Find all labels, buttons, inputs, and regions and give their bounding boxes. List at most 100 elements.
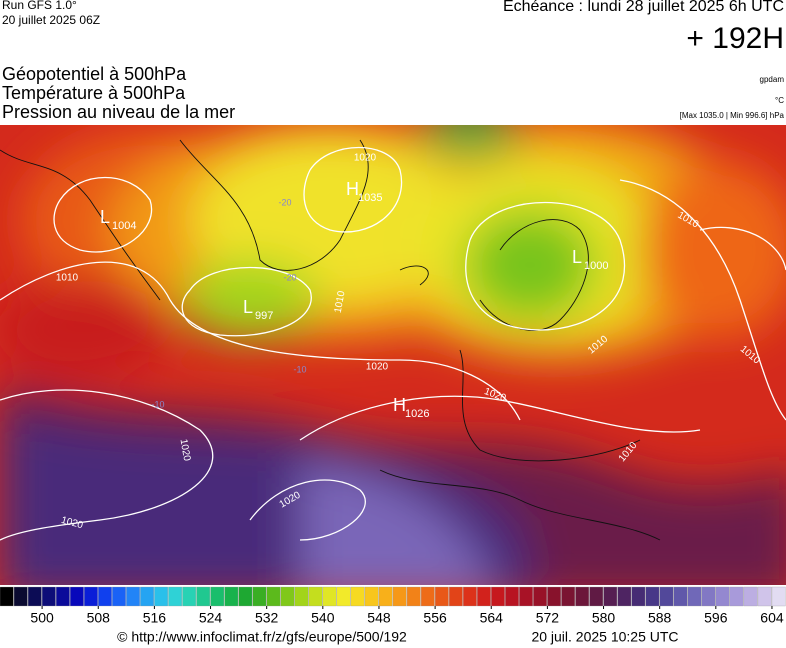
color-swatch (196, 586, 211, 607)
color-swatch (687, 586, 702, 607)
color-swatch (266, 586, 281, 607)
tick-label: 508 (87, 610, 111, 626)
source: © http://www.infoclimat.fr/z/gfs/europe/… (117, 629, 407, 645)
tick-label: 540 (311, 610, 335, 626)
tick-label: 516 (143, 610, 167, 626)
color-swatch (617, 586, 632, 607)
unit-label: [Max 1035.0 | Min 996.6] hPa (680, 111, 785, 120)
run-date: 20 juillet 2025 06Z (2, 13, 100, 27)
color-swatch (406, 586, 421, 607)
color-swatch (280, 586, 295, 607)
tick-label: 564 (480, 610, 504, 626)
color-swatch (757, 586, 772, 607)
color-swatch (84, 586, 98, 607)
unit-label: gpdam (760, 75, 785, 84)
color-swatch (0, 586, 14, 607)
color-swatch (378, 586, 393, 607)
color-swatch (238, 586, 253, 607)
temperature-label: -20 (278, 197, 291, 207)
color-swatch (41, 586, 56, 607)
color-swatch (533, 586, 547, 607)
tick-label: 604 (760, 610, 784, 626)
color-swatch (631, 586, 646, 607)
tick-label: 580 (592, 610, 616, 626)
color-swatch (519, 586, 533, 607)
tick-label: 588 (648, 610, 672, 626)
isobar-label: 1010 (333, 290, 348, 314)
color-swatch (154, 586, 168, 607)
color-swatch (491, 586, 505, 607)
color-swatch (210, 586, 225, 607)
tick-label: 596 (704, 610, 728, 626)
color-swatch (294, 586, 309, 607)
color-swatch (336, 586, 351, 607)
lead-time: + 192H (686, 22, 784, 55)
center-symbol: H (346, 179, 359, 199)
temperature-label: -10 (151, 399, 164, 409)
color-swatch (126, 586, 140, 607)
temperature-label: -10 (293, 364, 306, 374)
center-value: 1000 (584, 260, 608, 272)
color-swatch (547, 586, 561, 607)
color-swatch (252, 586, 267, 607)
color-swatch (645, 586, 660, 607)
color-swatch (27, 586, 42, 607)
tick-label: 556 (423, 610, 447, 626)
color-swatch (392, 586, 407, 607)
color-swatch (561, 586, 576, 607)
center-symbol: L (572, 247, 582, 267)
color-swatch (673, 586, 688, 607)
tick-label: 532 (255, 610, 279, 626)
valid-time: Echéance : lundi 28 juillet 2025 6h UTC (503, 0, 784, 15)
tick-label: 500 (30, 610, 54, 626)
color-swatch (729, 586, 744, 607)
color-swatch (448, 586, 463, 607)
center-symbol: L (243, 297, 253, 317)
tick-label: 524 (199, 610, 223, 626)
color-swatch (70, 586, 84, 607)
center-symbol: L (100, 207, 110, 227)
color-swatch (463, 586, 477, 607)
color-swatch (224, 586, 239, 607)
color-swatch (589, 586, 604, 607)
color-swatch (701, 586, 716, 607)
color-swatch (771, 586, 786, 607)
isobar-label: 1020 (178, 438, 193, 462)
color-swatch (98, 586, 112, 607)
color-swatch (575, 586, 590, 607)
tick-label: 572 (536, 610, 560, 626)
color-swatch (350, 586, 365, 607)
color-swatch (322, 586, 337, 607)
color-swatch (13, 586, 28, 607)
center-value: 1035 (358, 192, 382, 204)
color-swatch (743, 586, 758, 607)
isobar-label: 1010 (56, 273, 79, 284)
color-swatch (140, 586, 154, 607)
field-label: Température à 500hPa (2, 83, 186, 103)
color-swatch (420, 586, 435, 607)
center-value: 1026 (405, 408, 429, 420)
tick-label: 548 (367, 610, 391, 626)
temperature-label: -20 (283, 272, 296, 282)
isobars (0, 146, 786, 541)
color-swatch (182, 586, 197, 607)
isobar-label: 1020 (366, 362, 389, 373)
center-symbol: H (393, 395, 406, 415)
color-swatch (715, 586, 730, 607)
run-label: Run GFS 1.0° (2, 0, 77, 12)
map (0, 125, 786, 585)
isobar-label: 1020 (354, 153, 377, 164)
color-swatch (477, 586, 491, 607)
generated: 20 juil. 2025 10:25 UTC (531, 629, 678, 645)
field-label: Pression au niveau de la mer (2, 102, 235, 122)
color-swatch (505, 586, 519, 607)
center-value: 997 (255, 310, 273, 322)
color-swatch (55, 586, 70, 607)
color-swatch (112, 586, 126, 607)
color-swatch (659, 586, 674, 607)
color-swatch (308, 586, 323, 607)
color-swatch (364, 586, 379, 607)
color-swatch (603, 586, 618, 607)
unit-label: °C (775, 96, 784, 105)
